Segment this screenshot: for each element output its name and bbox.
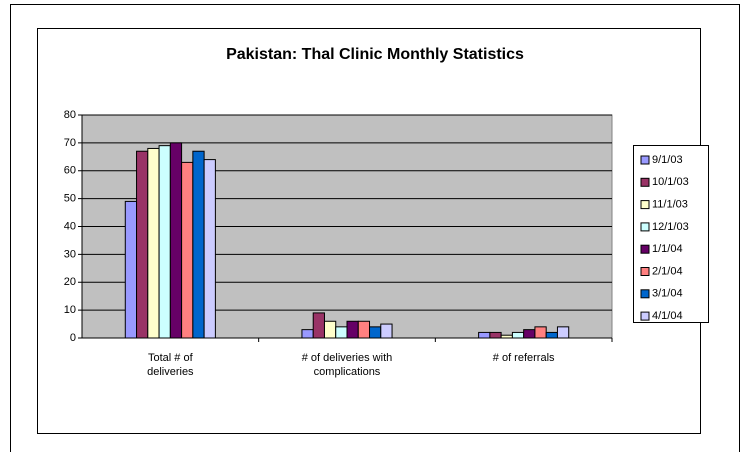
bar (147, 147, 160, 339)
legend-swatch (640, 311, 650, 321)
bar (335, 326, 348, 339)
y-tick-label: 40 (64, 220, 76, 232)
bar (192, 150, 205, 339)
y-tick-label: 20 (64, 276, 76, 288)
bar (346, 320, 359, 339)
bar (489, 331, 502, 339)
legend-label: 1/1/04 (652, 243, 683, 255)
y-tick-label: 50 (64, 193, 76, 205)
bar (369, 326, 382, 339)
bar (511, 331, 525, 339)
y-tick-label: 80 (64, 109, 76, 121)
y-tick-label: 60 (64, 165, 76, 177)
y-tick-label: 30 (64, 248, 76, 260)
bar (523, 329, 536, 339)
bar (169, 142, 183, 339)
legend-label: 3/1/04 (652, 288, 683, 300)
y-tick-label: 0 (70, 332, 76, 344)
chart-title: Pakistan: Thal Clinic Monthly Statistics (226, 46, 524, 63)
bar (534, 326, 547, 339)
x-tick-label: # of deliveries with complications (301, 352, 393, 378)
bar (158, 145, 171, 339)
bar (312, 312, 325, 339)
legend-swatch (640, 177, 650, 187)
bar (136, 150, 149, 339)
bar (301, 329, 314, 339)
legend-swatch (640, 289, 650, 299)
y-tick-label: 70 (64, 137, 76, 149)
x-tick-label: Total # of deliveries (147, 352, 194, 378)
bar (357, 320, 371, 339)
legend-label: 4/1/04 (652, 310, 683, 322)
bar (124, 200, 138, 339)
legend-label: 12/1/03 (652, 221, 689, 233)
bar (323, 320, 337, 339)
bar (181, 161, 194, 339)
legend-swatch (640, 155, 650, 165)
bar (556, 326, 570, 339)
bar (203, 159, 216, 339)
legend-swatch (640, 222, 650, 232)
legend-label: 11/1/03 (652, 199, 688, 211)
bar (478, 331, 491, 339)
bar (545, 331, 558, 339)
legend-swatch (640, 244, 650, 254)
legend-swatch (640, 267, 650, 276)
x-tick-label: # of referrals (492, 352, 555, 364)
bar (500, 334, 513, 339)
bar (380, 323, 393, 339)
legend-label: 9/1/03 (652, 154, 683, 166)
legend-swatch (640, 200, 650, 210)
legend-label: 2/1/04 (652, 265, 683, 277)
legend-label: 10/1/03 (652, 176, 689, 188)
y-tick-label: 10 (64, 304, 76, 316)
